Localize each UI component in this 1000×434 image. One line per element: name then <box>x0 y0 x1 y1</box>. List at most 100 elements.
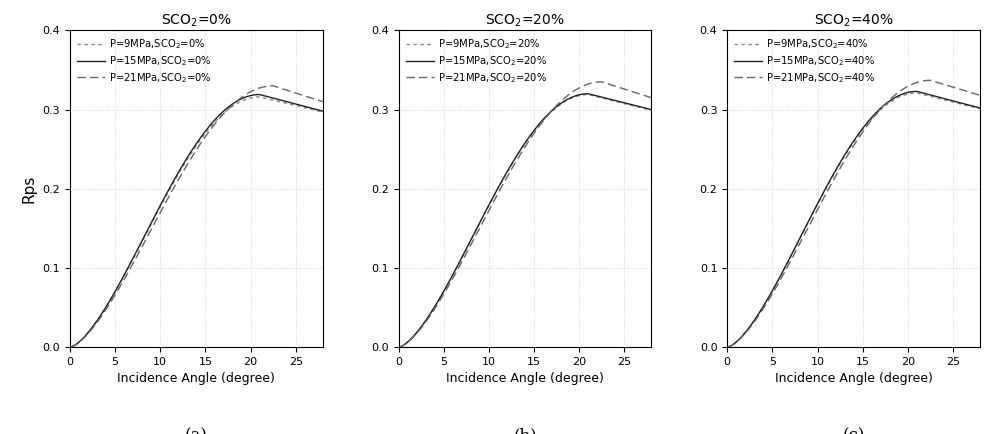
P=15MPa,SCO$_2$=40% <box>804 217 816 222</box>
P=15MPa,SCO$_2$=20% <box>393 345 405 350</box>
P=9MPa,SCO$_2$=0% <box>248 95 260 100</box>
P=15MPa,SCO$_2$=0% <box>317 108 329 114</box>
P=21MPa,SCO$_2$=0% <box>223 105 235 111</box>
Line: P=15MPa,SCO$_2$=0%: P=15MPa,SCO$_2$=0% <box>70 95 323 347</box>
P=9MPa,SCO$_2$=40% <box>804 217 816 223</box>
P=15MPa,SCO$_2$=40% <box>974 105 986 111</box>
Legend: P=9MPa,SCO$_2$=20%, P=15MPa,SCO$_2$=20%, P=21MPa,SCO$_2$=20%: P=9MPa,SCO$_2$=20%, P=15MPa,SCO$_2$=20%,… <box>404 36 549 87</box>
Title: SCO$_2$=0%: SCO$_2$=0% <box>161 13 232 29</box>
P=21MPa,SCO$_2$=40% <box>721 345 733 350</box>
P=15MPa,SCO$_2$=20% <box>423 313 435 318</box>
P=15MPa,SCO$_2$=0% <box>253 92 265 97</box>
P=15MPa,SCO$_2$=40% <box>880 101 892 106</box>
P=21MPa,SCO$_2$=0% <box>146 225 158 230</box>
Title: SCO$_2$=20%: SCO$_2$=20% <box>485 13 565 29</box>
P=21MPa,SCO$_2$=20% <box>493 190 505 195</box>
P=9MPa,SCO$_2$=0% <box>146 219 158 224</box>
P=21MPa,SCO$_2$=0% <box>246 88 258 93</box>
P=15MPa,SCO$_2$=20% <box>645 107 657 112</box>
P=21MPa,SCO$_2$=20% <box>576 84 588 89</box>
P=9MPa,SCO$_2$=40% <box>752 313 764 318</box>
P=21MPa,SCO$_2$=40% <box>924 78 936 83</box>
P=9MPa,SCO$_2$=0% <box>64 345 76 350</box>
P=15MPa,SCO$_2$=0% <box>223 104 235 109</box>
P=9MPa,SCO$_2$=20% <box>423 313 435 319</box>
P=15MPa,SCO$_2$=0% <box>248 92 260 98</box>
P=9MPa,SCO$_2$=20% <box>576 92 588 98</box>
X-axis label: Incidence Angle (degree): Incidence Angle (degree) <box>446 372 604 385</box>
P=15MPa,SCO$_2$=0% <box>246 92 258 98</box>
P=15MPa,SCO$_2$=40% <box>752 313 764 318</box>
P=21MPa,SCO$_2$=40% <box>880 100 892 105</box>
P=21MPa,SCO$_2$=20% <box>595 79 607 85</box>
P=9MPa,SCO$_2$=20% <box>552 104 564 109</box>
P=21MPa,SCO$_2$=20% <box>475 223 487 228</box>
P=9MPa,SCO$_2$=0% <box>94 313 106 319</box>
P=9MPa,SCO$_2$=0% <box>317 109 329 115</box>
P=9MPa,SCO$_2$=0% <box>253 94 265 99</box>
P=15MPa,SCO$_2$=40% <box>911 89 923 94</box>
P=15MPa,SCO$_2$=20% <box>493 184 505 189</box>
P=21MPa,SCO$_2$=20% <box>423 315 435 320</box>
P=15MPa,SCO$_2$=40% <box>904 89 916 95</box>
Text: (a): (a) <box>185 427 208 434</box>
Y-axis label: Rps: Rps <box>22 174 37 203</box>
P=15MPa,SCO$_2$=20% <box>582 91 594 96</box>
P=9MPa,SCO$_2$=20% <box>645 108 657 113</box>
P=21MPa,SCO$_2$=40% <box>821 189 833 194</box>
P=21MPa,SCO$_2$=20% <box>393 345 405 350</box>
X-axis label: Incidence Angle (degree): Incidence Angle (degree) <box>117 372 275 385</box>
Text: (b): (b) <box>513 427 537 434</box>
P=21MPa,SCO$_2$=40% <box>904 83 916 88</box>
P=9MPa,SCO$_2$=40% <box>721 345 733 350</box>
P=9MPa,SCO$_2$=40% <box>880 102 892 108</box>
P=15MPa,SCO$_2$=40% <box>905 89 917 95</box>
P=21MPa,SCO$_2$=20% <box>552 102 564 107</box>
P=9MPa,SCO$_2$=40% <box>911 90 923 95</box>
P=15MPa,SCO$_2$=40% <box>721 345 733 350</box>
P=15MPa,SCO$_2$=40% <box>821 183 833 188</box>
Line: P=9MPa,SCO$_2$=0%: P=9MPa,SCO$_2$=0% <box>70 97 323 347</box>
P=15MPa,SCO$_2$=20% <box>575 92 587 97</box>
P=15MPa,SCO$_2$=20% <box>576 92 588 97</box>
P=21MPa,SCO$_2$=0% <box>267 83 279 89</box>
P=15MPa,SCO$_2$=20% <box>552 103 564 108</box>
Line: P=21MPa,SCO$_2$=20%: P=21MPa,SCO$_2$=20% <box>399 82 651 347</box>
P=21MPa,SCO$_2$=40% <box>974 93 986 98</box>
P=9MPa,SCO$_2$=20% <box>475 218 487 223</box>
Text: (c): (c) <box>842 427 865 434</box>
P=21MPa,SCO$_2$=0% <box>94 315 106 320</box>
P=15MPa,SCO$_2$=20% <box>475 218 487 223</box>
Legend: P=9MPa,SCO$_2$=40%, P=15MPa,SCO$_2$=40%, P=21MPa,SCO$_2$=40%: P=9MPa,SCO$_2$=40%, P=15MPa,SCO$_2$=40%,… <box>732 36 877 87</box>
Line: P=15MPa,SCO$_2$=20%: P=15MPa,SCO$_2$=20% <box>399 94 651 347</box>
P=21MPa,SCO$_2$=40% <box>804 222 816 227</box>
P=21MPa,SCO$_2$=0% <box>248 88 260 93</box>
Line: P=21MPa,SCO$_2$=40%: P=21MPa,SCO$_2$=40% <box>727 80 980 347</box>
Legend: P=9MPa,SCO$_2$=0%, P=15MPa,SCO$_2$=0%, P=21MPa,SCO$_2$=0%: P=9MPa,SCO$_2$=0%, P=15MPa,SCO$_2$=0%, P… <box>75 36 214 87</box>
P=21MPa,SCO$_2$=20% <box>575 84 587 89</box>
P=9MPa,SCO$_2$=0% <box>223 106 235 112</box>
P=15MPa,SCO$_2$=0% <box>64 345 76 350</box>
P=21MPa,SCO$_2$=0% <box>64 345 76 350</box>
P=15MPa,SCO$_2$=0% <box>146 218 158 223</box>
P=9MPa,SCO$_2$=20% <box>582 92 594 97</box>
P=9MPa,SCO$_2$=40% <box>905 91 917 96</box>
Line: P=15MPa,SCO$_2$=40%: P=15MPa,SCO$_2$=40% <box>727 92 980 347</box>
P=9MPa,SCO$_2$=0% <box>164 186 176 191</box>
Line: P=21MPa,SCO$_2$=0%: P=21MPa,SCO$_2$=0% <box>70 86 323 347</box>
P=9MPa,SCO$_2$=40% <box>904 91 916 96</box>
P=21MPa,SCO$_2$=40% <box>905 82 917 87</box>
P=9MPa,SCO$_2$=20% <box>575 92 587 98</box>
P=9MPa,SCO$_2$=0% <box>246 95 258 100</box>
P=21MPa,SCO$_2$=0% <box>164 192 176 197</box>
P=9MPa,SCO$_2$=20% <box>493 184 505 190</box>
P=21MPa,SCO$_2$=20% <box>645 95 657 100</box>
Title: SCO$_2$=40%: SCO$_2$=40% <box>814 13 894 29</box>
P=9MPa,SCO$_2$=40% <box>821 184 833 189</box>
P=15MPa,SCO$_2$=0% <box>164 184 176 190</box>
P=9MPa,SCO$_2$=40% <box>974 106 986 112</box>
P=15MPa,SCO$_2$=0% <box>94 313 106 319</box>
P=21MPa,SCO$_2$=0% <box>317 99 329 104</box>
X-axis label: Incidence Angle (degree): Incidence Angle (degree) <box>775 372 933 385</box>
Line: P=9MPa,SCO$_2$=40%: P=9MPa,SCO$_2$=40% <box>727 93 980 347</box>
